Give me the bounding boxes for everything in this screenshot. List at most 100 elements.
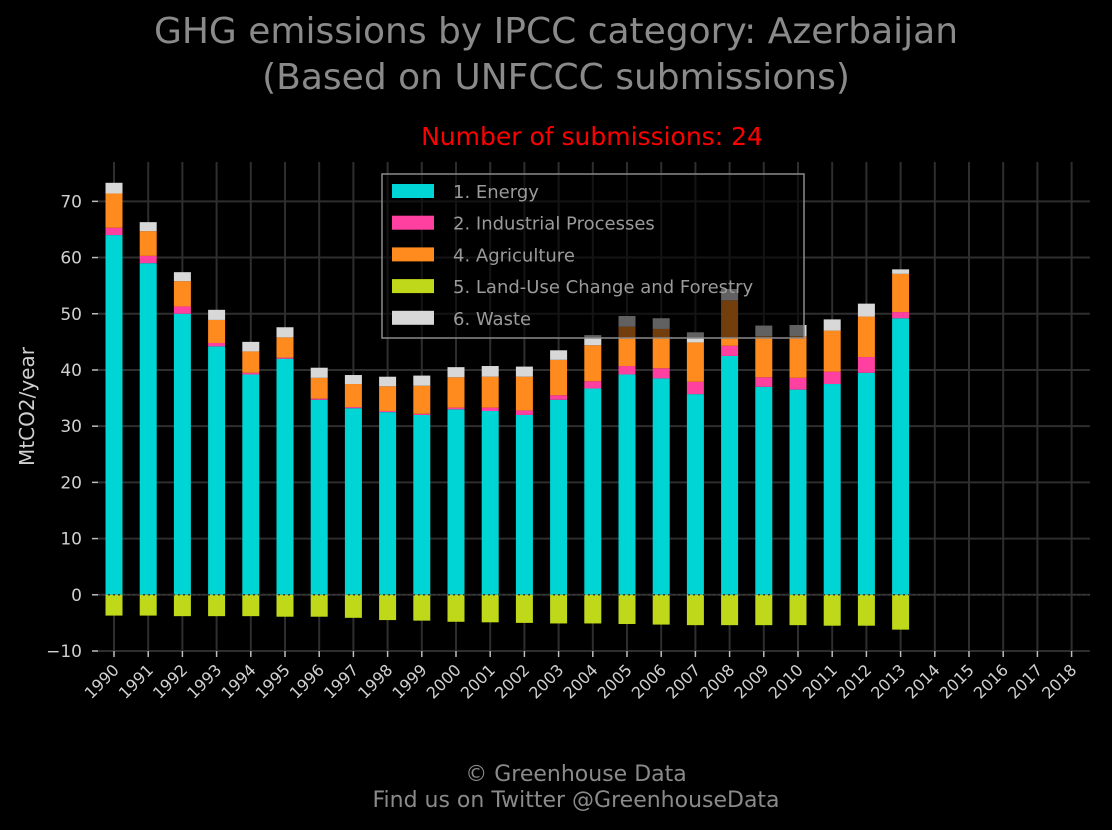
y-tick-label: −10 (46, 642, 82, 662)
bar-6-waste-1993 (208, 309, 226, 320)
bar-1-energy-1991 (139, 263, 157, 595)
twitter-footer: Find us on Twitter @GreenhouseData (372, 788, 780, 813)
bar-2-industrial-processes-2008 (721, 345, 739, 356)
legend-swatch (392, 215, 434, 230)
bar-6-waste-1996 (310, 367, 328, 378)
x-tick-label: 2016 (970, 660, 1012, 702)
bar-2-industrial-processes-1996 (310, 398, 328, 400)
bar-1-energy-1997 (344, 408, 362, 595)
bar-4-agriculture-1992 (173, 281, 191, 307)
x-tick-label: 2005 (594, 660, 636, 702)
x-tick-label: 2018 (1038, 660, 1080, 702)
bar-2-industrial-processes-1993 (208, 342, 226, 347)
bar-6-waste-2002 (515, 366, 533, 377)
legend-swatch (392, 310, 434, 325)
x-tick-label: 1999 (388, 660, 430, 702)
x-tick-label: 2006 (628, 660, 670, 702)
y-tick-label: 50 (60, 305, 82, 325)
bar-1-energy-2008 (721, 355, 739, 595)
bar-4-agriculture-1993 (208, 319, 226, 343)
bar-land-use-change-and-forestry-2004 (584, 594, 602, 624)
bar-2-industrial-processes-1990 (105, 227, 123, 236)
bar-6-waste-1998 (379, 376, 397, 387)
bar-6-waste-2012 (857, 303, 875, 317)
bar-land-use-change-and-forestry-2005 (618, 594, 636, 625)
bar-4-agriculture-2000 (447, 377, 465, 408)
bar-4-agriculture-2011 (823, 330, 841, 372)
bar-land-use-change-and-forestry-1994 (242, 594, 260, 617)
bar-2-industrial-processes-1994 (242, 372, 260, 375)
bar-1-energy-1993 (208, 346, 226, 595)
bar-1-energy-2010 (789, 389, 807, 595)
bar-6-waste-1994 (242, 341, 260, 352)
bar-land-use-change-and-forestry-2009 (755, 594, 773, 626)
bar-1-energy-2013 (892, 318, 910, 595)
bar-land-use-change-and-forestry-1990 (105, 594, 123, 616)
bar-land-use-change-and-forestry-2012 (857, 594, 875, 626)
x-tick-label: 2014 (901, 660, 943, 702)
bar-4-agriculture-1998 (379, 386, 397, 411)
x-tick-label: 2002 (491, 660, 533, 702)
bar-2-industrial-processes-2001 (481, 407, 499, 411)
bar-6-waste-1990 (105, 182, 123, 194)
x-tick-label: 2007 (662, 660, 704, 702)
bar-1-energy-1999 (413, 414, 431, 595)
x-tick-label: 2009 (730, 660, 772, 702)
bar-4-agriculture-1995 (276, 337, 294, 358)
bar-6-waste-2000 (447, 367, 465, 378)
bar-1-energy-2006 (652, 378, 670, 595)
bar-2-industrial-processes-1992 (173, 306, 191, 314)
x-tick-label: 2000 (423, 660, 465, 702)
y-tick-label: 0 (71, 586, 82, 606)
bar-land-use-change-and-forestry-2003 (550, 594, 568, 624)
bar-2-industrial-processes-2012 (857, 357, 875, 373)
bar-2-industrial-processes-2000 (447, 407, 465, 410)
bar-2-industrial-processes-2004 (584, 381, 602, 389)
bar-1-energy-1995 (276, 358, 294, 595)
y-tick-label: 10 (60, 530, 82, 550)
bar-land-use-change-and-forestry-1999 (413, 594, 431, 621)
x-tick-label: 2011 (799, 660, 841, 702)
y-tick-label: 40 (60, 361, 82, 381)
y-tick-label: 30 (60, 417, 82, 437)
bar-6-waste-1999 (413, 375, 431, 386)
legend-label: 5. Land-Use Change and Forestry (453, 277, 753, 298)
legend-swatch (392, 279, 434, 294)
bar-4-agriculture-2012 (857, 316, 875, 358)
bar-land-use-change-and-forestry-1993 (208, 594, 226, 617)
legend-label: 6. Waste (453, 309, 531, 330)
bar-4-agriculture-1991 (139, 231, 157, 256)
bar-land-use-change-and-forestry-2013 (892, 594, 910, 630)
y-tick-label: 20 (60, 473, 82, 493)
bar-4-agriculture-1994 (242, 351, 260, 373)
x-tick-label: 1993 (183, 660, 225, 702)
x-tick-label: 1998 (354, 660, 396, 702)
chart-title-line2: (Based on UNFCCC submissions) (262, 57, 850, 98)
legend-label: 4. Agriculture (453, 245, 575, 266)
y-tick-label: 60 (60, 249, 82, 269)
bar-land-use-change-and-forestry-2010 (789, 594, 807, 626)
bar-land-use-change-and-forestry-1997 (344, 594, 362, 618)
bar-4-agriculture-2004 (584, 345, 602, 382)
bar-land-use-change-and-forestry-2011 (823, 594, 841, 626)
bar-1-energy-2002 (515, 414, 533, 595)
bar-land-use-change-and-forestry-2008 (721, 594, 739, 626)
bar-land-use-change-and-forestry-1991 (139, 594, 157, 616)
bar-1-energy-2001 (481, 410, 499, 595)
bar-1-energy-2009 (755, 386, 773, 595)
x-tick-label: 2013 (867, 660, 909, 702)
bar-land-use-change-and-forestry-2001 (481, 594, 499, 623)
x-tick-label: 1995 (252, 660, 294, 702)
legend-swatch (392, 247, 434, 262)
bar-2-industrial-processes-1991 (139, 255, 157, 264)
legend-label: 2. Industrial Processes (453, 214, 655, 235)
bar-1-energy-2000 (447, 409, 465, 595)
bar-2-industrial-processes-2007 (686, 381, 704, 395)
bar-4-agriculture-1997 (344, 384, 362, 408)
bar-6-waste-1991 (139, 222, 157, 232)
bar-1-energy-2011 (823, 384, 841, 595)
y-tick-label: 70 (60, 192, 82, 212)
bar-land-use-change-and-forestry-1996 (310, 594, 328, 617)
bar-4-agriculture-2002 (515, 376, 533, 411)
bar-4-agriculture-2013 (892, 273, 910, 313)
